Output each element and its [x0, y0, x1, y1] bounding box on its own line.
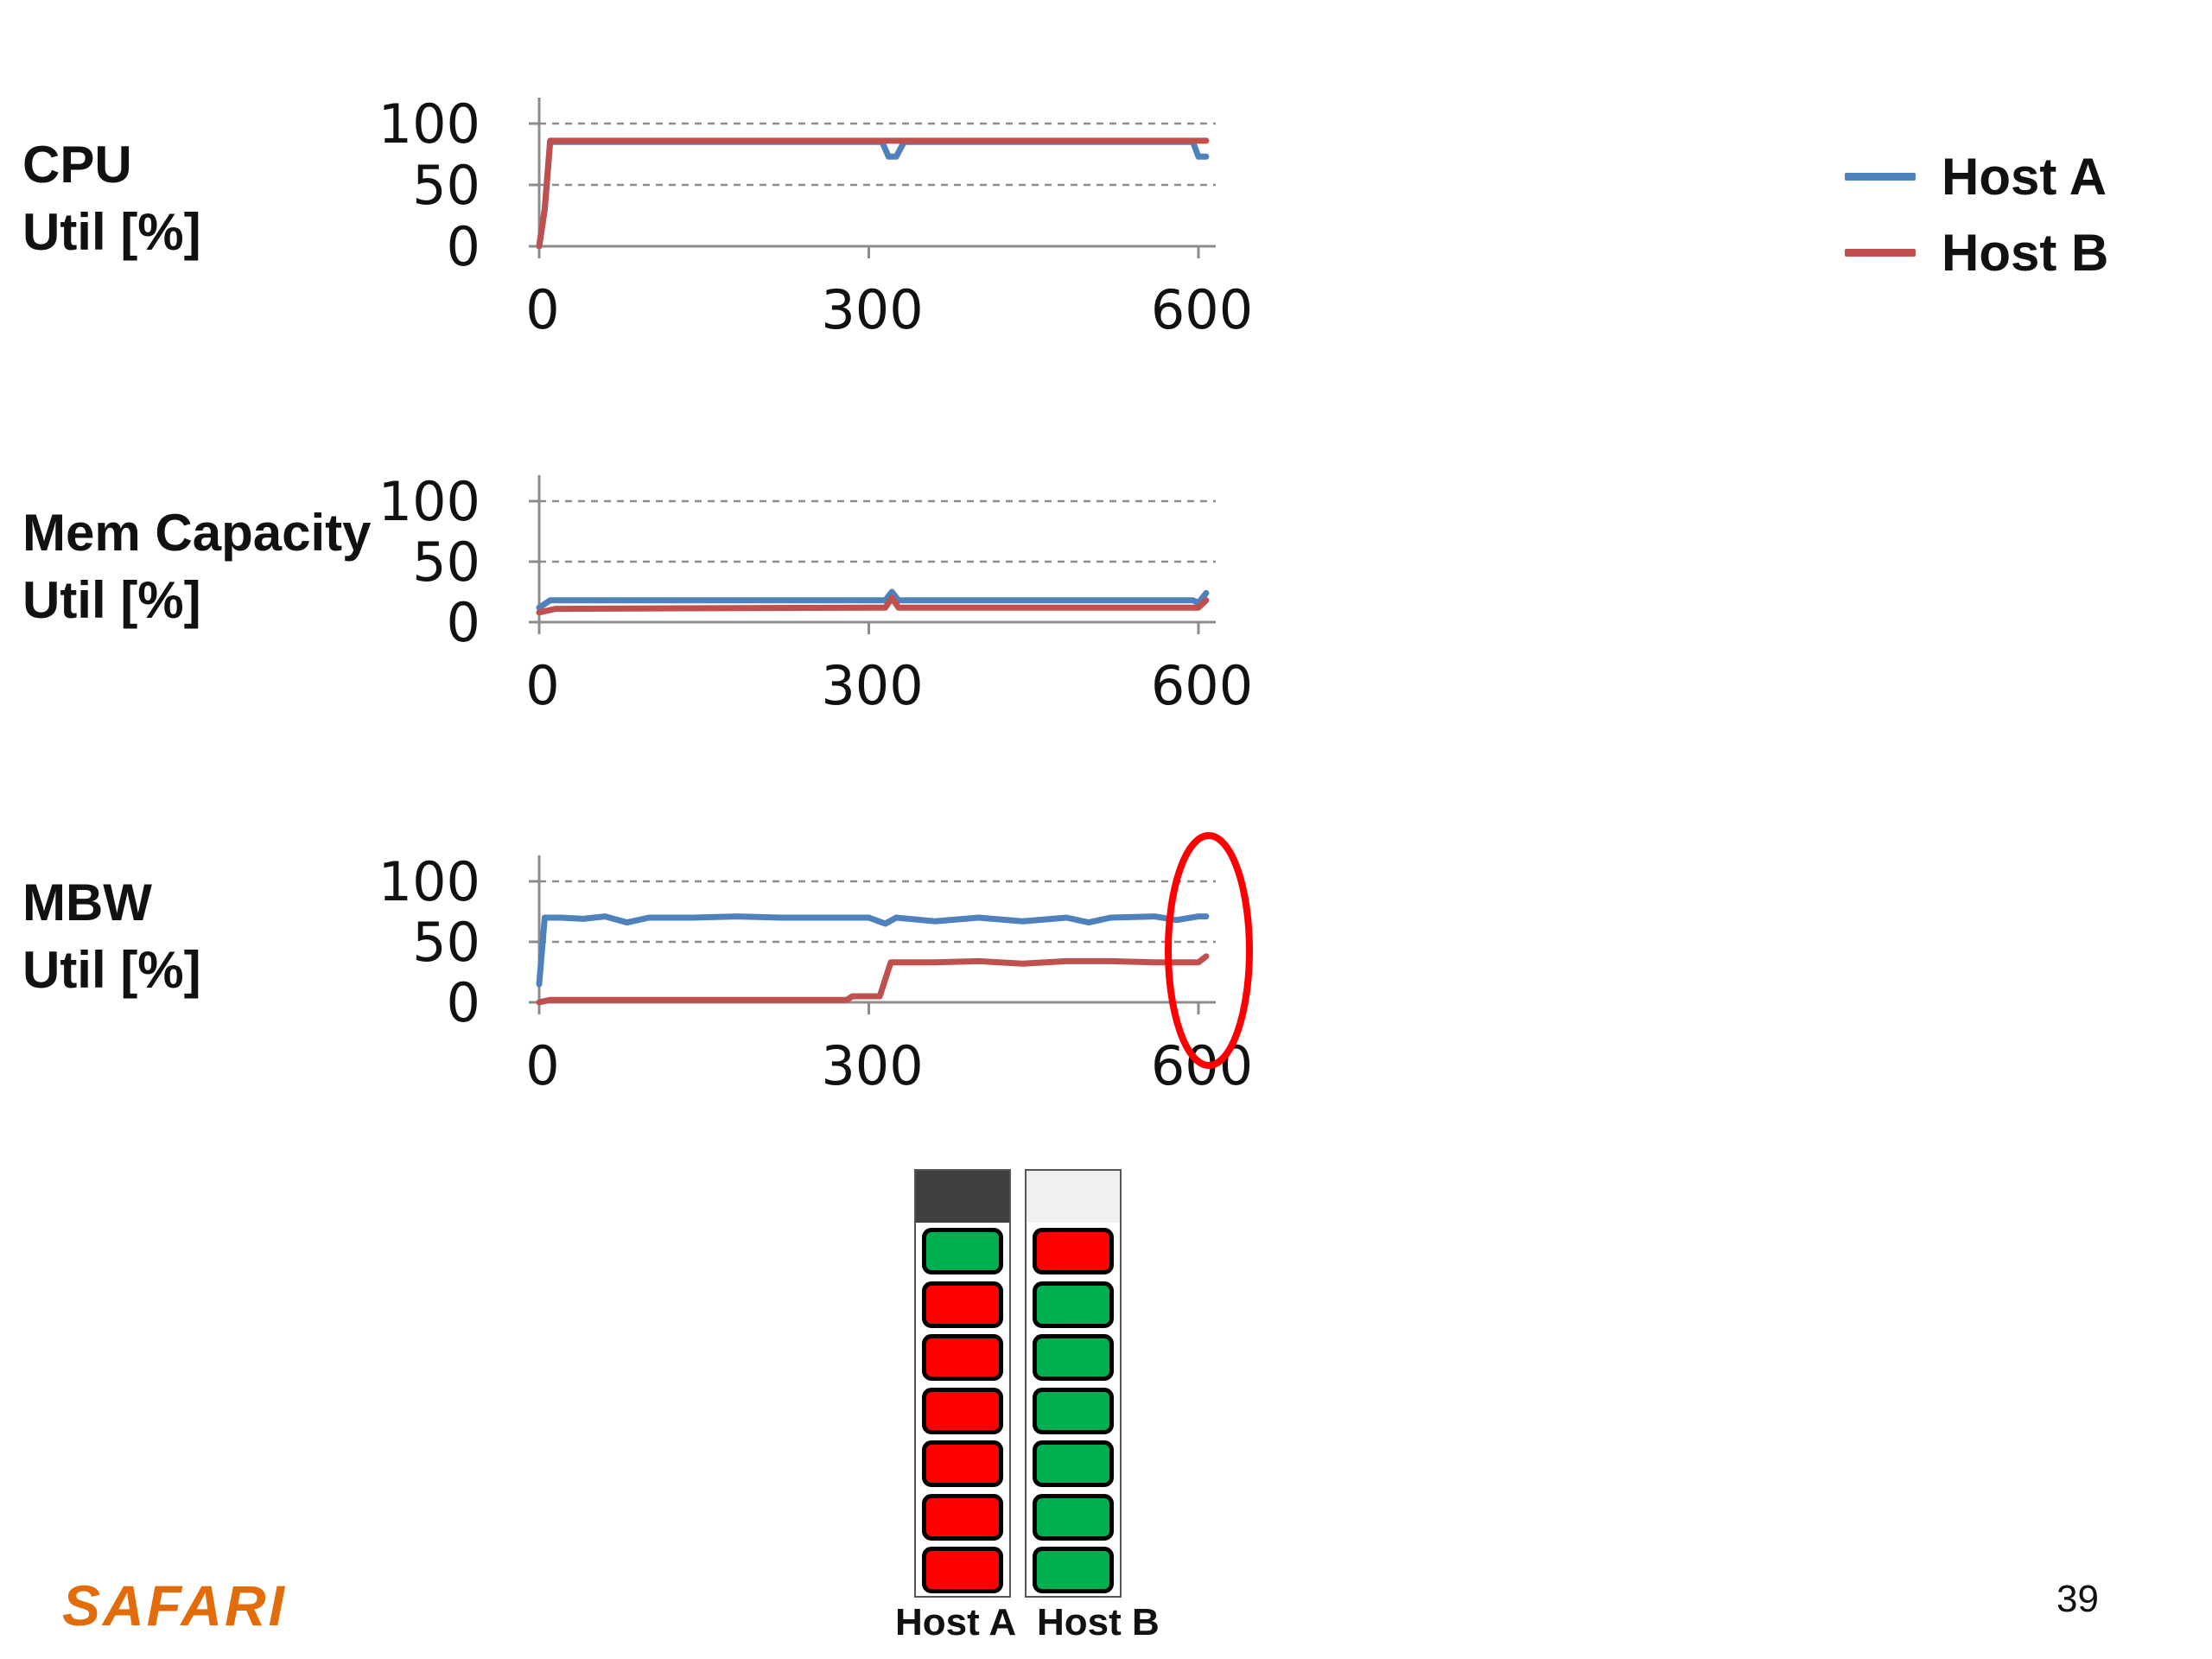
rack-slot [1033, 1334, 1114, 1381]
cpu-label-line1: CPU [22, 136, 132, 194]
y-tick-label: 100 [378, 850, 480, 913]
mbw-label-line1: MBW [22, 874, 152, 931]
y-tick-label: 0 [447, 591, 480, 654]
x-tick-label: 0 [525, 278, 559, 341]
mem-label-line1: Mem Capacity [22, 504, 372, 562]
x-tick-label: 0 [525, 1034, 559, 1097]
rack-head [916, 1171, 1009, 1223]
rack-slot [922, 1493, 1003, 1541]
legend-label-host-b: Host B [1942, 223, 2109, 282]
highlight-ellipse [1165, 832, 1253, 1069]
mem-row-label: Mem Capacity Util [%] [22, 499, 371, 634]
y-tick-label: 50 [412, 531, 480, 594]
x-tick-label: 600 [1151, 278, 1253, 341]
y-tick-label: 100 [378, 92, 480, 156]
y-tick-label: 100 [378, 470, 480, 533]
rack-label-host-a: Host A [895, 1601, 1017, 1643]
series-line-host-a [536, 913, 1210, 988]
rack-slot [1033, 1547, 1114, 1593]
rack-label-host-b: Host B [1037, 1601, 1160, 1643]
x-tick-label: 300 [821, 278, 923, 341]
legend-item-host-a: Host A [1845, 138, 2108, 214]
series-line-host-b [536, 137, 1210, 250]
safari-logo: SAFARI [62, 1573, 288, 1637]
rack-slot [1033, 1281, 1114, 1328]
mem-label-line2: Util [%] [22, 571, 201, 629]
series-line-host-b [536, 953, 1210, 1006]
rack-slot [922, 1440, 1003, 1487]
rack-slot [922, 1387, 1003, 1434]
legend-label-host-a: Host A [1942, 147, 2107, 206]
series-line-host-b [536, 594, 1210, 616]
rack-slot [922, 1334, 1003, 1381]
rack-head [1027, 1171, 1120, 1223]
rack-slot [922, 1281, 1003, 1328]
rack-slot [1033, 1387, 1114, 1434]
legend-swatch-host-a [1845, 172, 1916, 181]
legend-item-host-b: Host B [1845, 214, 2108, 290]
page-number: 39 [2056, 1578, 2099, 1620]
cpu-label-line2: Util [%] [22, 203, 201, 261]
rack-slot [1033, 1228, 1114, 1274]
mbw-row-label: MBW Util [%] [22, 869, 201, 1004]
mbw-label-line2: Util [%] [22, 941, 201, 999]
rack-host-a [914, 1169, 1011, 1598]
y-tick-label: 0 [447, 971, 480, 1034]
rack-host-b [1025, 1169, 1122, 1598]
rack-slot [922, 1547, 1003, 1593]
series-line-host-a [536, 138, 1210, 250]
y-tick-label: 50 [412, 154, 480, 217]
x-tick-label: 300 [821, 1034, 923, 1097]
x-tick-label: 600 [1151, 654, 1253, 717]
y-tick-label: 0 [447, 215, 480, 278]
rack-slot [922, 1228, 1003, 1274]
rack-slot [1033, 1493, 1114, 1541]
x-tick-label: 300 [821, 654, 923, 717]
series-line-host-a [536, 588, 1210, 611]
x-tick-label: 0 [525, 654, 559, 717]
cpu-row-label: CPU Util [%] [22, 131, 201, 266]
rack-slot [1033, 1440, 1114, 1487]
y-tick-label: 50 [412, 911, 480, 974]
legend: Host A Host B [1845, 138, 2108, 290]
legend-swatch-host-b [1845, 248, 1916, 257]
